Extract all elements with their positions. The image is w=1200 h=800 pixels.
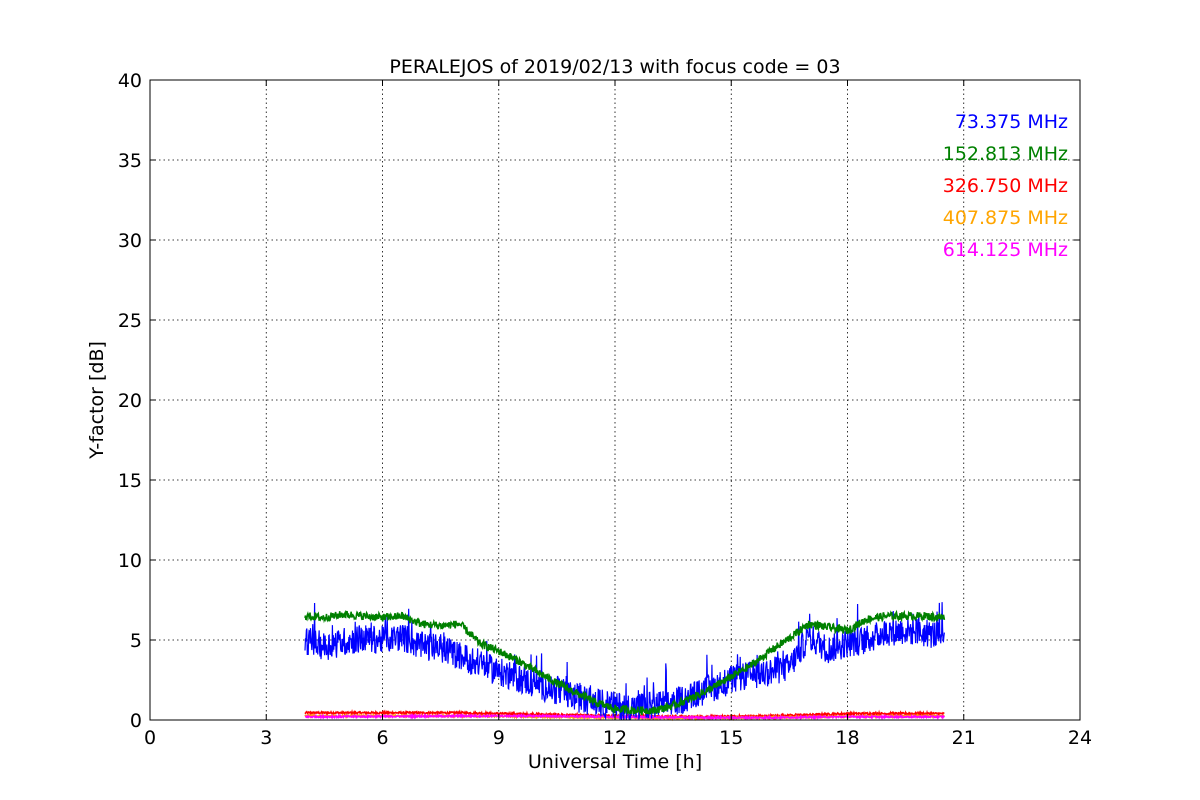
- series-layer: [304, 602, 946, 722]
- legend-entry: 73.375 MHz: [955, 111, 1068, 133]
- grid-layer: [150, 80, 1080, 720]
- x-tick-label: 24: [1068, 727, 1092, 749]
- y-tick-label: 25: [118, 310, 142, 332]
- legend-entry: 152.813 MHz: [943, 143, 1068, 165]
- legend: 73.375 MHz 152.813 MHz 326.750 MHz 407.875 …: [943, 111, 1068, 261]
- y-tick-label: 15: [118, 470, 142, 492]
- tick-layer: 0 3 6 9 12 15 18 21 24 0 5 10 15 20 25 30 35 40: [118, 70, 1092, 749]
- y-tick-label: 30: [118, 230, 142, 252]
- y-tick-label: 10: [118, 550, 142, 572]
- x-axis-label: Universal Time [h]: [528, 751, 702, 773]
- y-tick-label: 35: [118, 150, 142, 172]
- x-tick-label: 9: [493, 727, 505, 749]
- y-tick-label: 0: [130, 710, 142, 732]
- y-tick-label: 20: [118, 390, 142, 412]
- y-tick-label: 40: [118, 70, 142, 92]
- y-axis-label: Y-factor [dB]: [86, 341, 108, 460]
- x-tick-label: 6: [376, 727, 388, 749]
- legend-entry: 326.750 MHz: [943, 175, 1068, 197]
- x-tick-label: 0: [144, 727, 156, 749]
- series-line-1: [304, 609, 946, 716]
- legend-entry: 407.875 MHz: [943, 207, 1068, 229]
- y-tick-label: 5: [130, 630, 142, 652]
- x-tick-label: 15: [719, 727, 743, 749]
- x-tick-label: 12: [603, 727, 627, 749]
- series-line-0: [304, 602, 945, 721]
- chart-title: PERALEJOS of 2019/02/13 with focus code …: [389, 56, 840, 78]
- x-tick-label: 18: [835, 727, 859, 749]
- series-line-4: [304, 713, 946, 721]
- x-tick-label: 3: [260, 727, 272, 749]
- x-tick-label: 21: [952, 727, 976, 749]
- legend-entry: 614.125 MHz: [943, 239, 1068, 261]
